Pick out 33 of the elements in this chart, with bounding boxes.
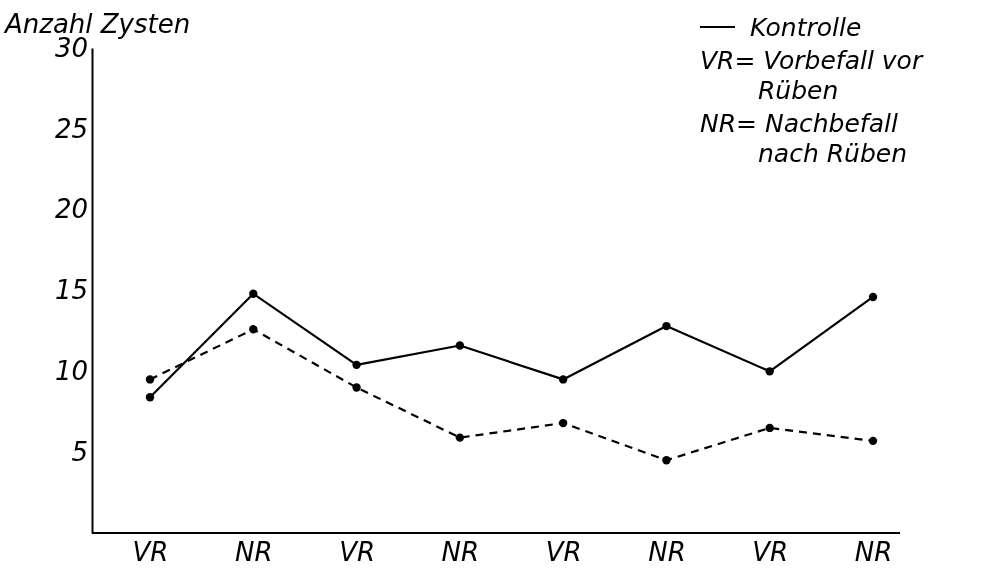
x-tick-label: NR — [441, 537, 480, 568]
point — [145, 393, 155, 402]
point — [455, 433, 465, 442]
x-tick-label: NR — [648, 537, 686, 568]
x-tick-label: NR — [235, 537, 273, 568]
point — [145, 375, 155, 384]
annotation: NR= Nachbefall nach Rüben — [700, 109, 908, 168]
y-tick-label: 25 — [54, 113, 88, 144]
x-tick-label: VR — [752, 537, 789, 568]
point — [455, 341, 465, 350]
annotation: VR= Vorbefall vor Rüben — [700, 46, 924, 105]
x-tick-label: VR — [339, 537, 375, 568]
y-tick-label: 10 — [54, 356, 88, 387]
y-tick-label: 5 — [71, 436, 88, 467]
point — [662, 321, 671, 331]
point — [765, 367, 774, 376]
point — [765, 423, 774, 433]
point — [249, 325, 258, 334]
point — [352, 383, 361, 392]
x-tick-label: VR — [545, 537, 582, 568]
point — [249, 289, 258, 298]
point — [662, 456, 671, 465]
y-tick-label: 20 — [54, 194, 88, 225]
x-tick-label: NR — [854, 537, 893, 568]
point — [558, 375, 568, 384]
y-tick-label: 30 — [54, 32, 88, 63]
legend-label: Kontrolle — [750, 13, 862, 42]
point — [558, 418, 568, 428]
point — [868, 292, 878, 302]
point — [352, 360, 361, 370]
x-tick-label: VR — [132, 537, 169, 568]
point — [868, 436, 878, 446]
y-tick-label: 15 — [54, 275, 88, 306]
